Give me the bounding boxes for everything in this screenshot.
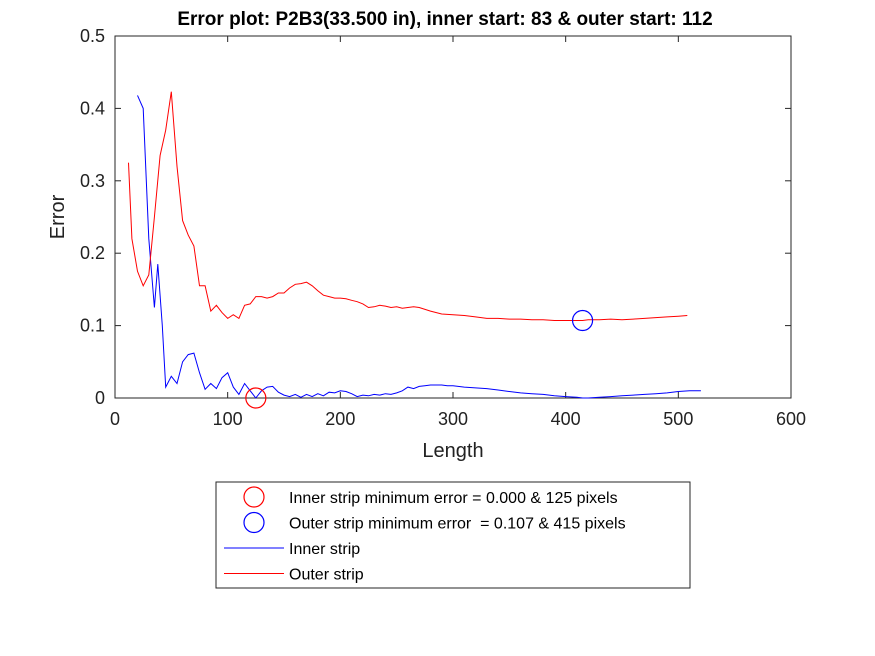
min-error-marker (571, 309, 594, 332)
legend-label: Inner strip (289, 541, 360, 558)
x-tick-label: 0 (110, 409, 120, 429)
y-tick-label: 0.4 (80, 98, 105, 118)
x-tick-label: 200 (325, 409, 355, 429)
series-line-outer-strip (128, 91, 688, 321)
y-tick-label: 0.1 (80, 316, 105, 336)
y-tick-label: 0.2 (80, 243, 105, 263)
x-tick-label: 100 (213, 409, 243, 429)
legend-label: Outer strip minimum error = 0.107 & 415 … (289, 516, 626, 533)
y-tick-label: 0 (95, 388, 105, 408)
legend-label: Inner strip minimum error = 0.000 & 125 … (289, 490, 618, 507)
plot-area: 0 100 200 300 400 500 600 0 0.1 0.2 0.3 0.4 0.5 (80, 26, 806, 429)
y-tick-label: 0.5 (80, 26, 105, 46)
legend-circle-swatch (243, 511, 265, 534)
x-tick-label: 300 (438, 409, 468, 429)
legend-circle-swatch (243, 486, 265, 508)
x-tick-label: 500 (663, 409, 693, 429)
x-tick-label: 400 (551, 409, 581, 429)
legend-label: Outer strip (289, 567, 364, 584)
chart-title: Error plot: P2B3(33.500 in), inner start… (177, 9, 712, 30)
axes-box (114, 35, 792, 399)
series-line-inner-strip (137, 95, 701, 399)
min-error-marker (245, 387, 267, 409)
x-tick-label: 600 (776, 409, 806, 429)
legend: Inner strip minimum error = 0.000 & 125 … (215, 481, 691, 589)
legend-box (215, 481, 691, 589)
x-axis-title: Length (422, 440, 483, 462)
y-axis-title: Error (47, 194, 69, 239)
y-tick-label: 0.3 (80, 171, 105, 191)
